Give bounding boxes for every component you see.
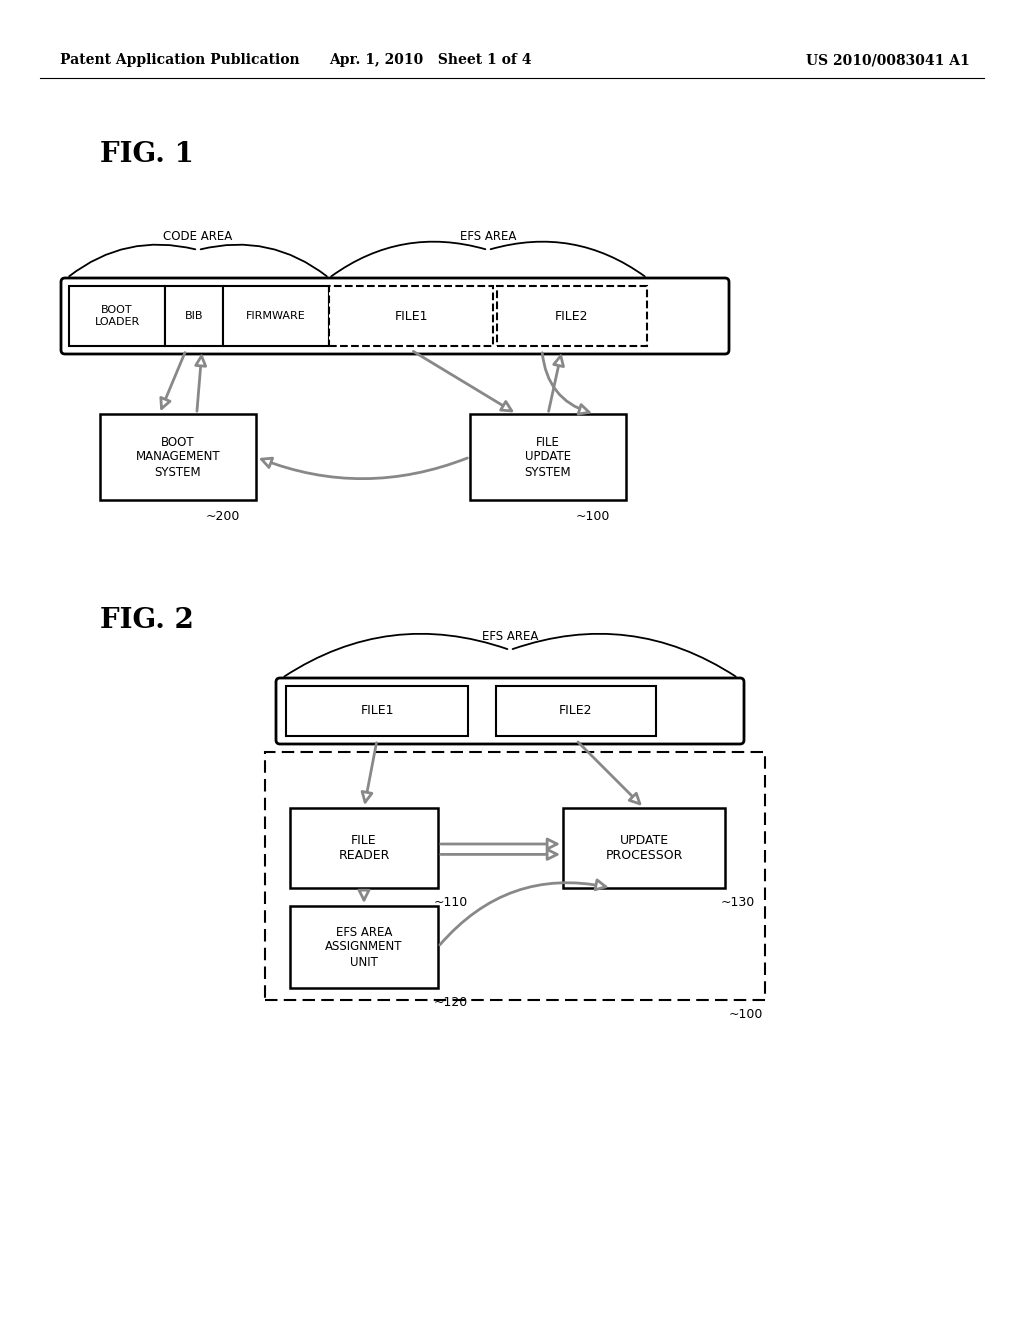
- Bar: [223, 286, 329, 346]
- Text: Patent Application Publication: Patent Application Publication: [60, 53, 300, 67]
- Bar: [69, 286, 165, 346]
- Text: FIG. 1: FIG. 1: [100, 141, 194, 169]
- Text: ~100: ~100: [729, 1007, 763, 1020]
- Text: BOOT
MANAGEMENT
SYSTEM: BOOT MANAGEMENT SYSTEM: [136, 436, 220, 479]
- Bar: [265, 752, 765, 1001]
- Bar: [290, 808, 438, 888]
- Bar: [563, 808, 725, 888]
- Text: ~200: ~200: [206, 510, 241, 523]
- Text: FILE
READER: FILE READER: [338, 834, 390, 862]
- Text: EFS AREA
ASSIGNMENT
UNIT: EFS AREA ASSIGNMENT UNIT: [326, 925, 402, 969]
- Text: BIB: BIB: [184, 312, 203, 321]
- Bar: [329, 286, 493, 346]
- Text: CODE AREA: CODE AREA: [164, 230, 232, 243]
- Text: FILE
UPDATE
SYSTEM: FILE UPDATE SYSTEM: [524, 436, 571, 479]
- Bar: [100, 414, 256, 500]
- FancyBboxPatch shape: [276, 678, 744, 744]
- Text: EFS AREA: EFS AREA: [482, 630, 539, 643]
- Text: ~100: ~100: [575, 510, 610, 523]
- Text: Apr. 1, 2010   Sheet 1 of 4: Apr. 1, 2010 Sheet 1 of 4: [329, 53, 531, 67]
- FancyBboxPatch shape: [61, 279, 729, 354]
- Text: FILE1: FILE1: [394, 309, 428, 322]
- Bar: [470, 414, 626, 500]
- Text: BOOT
LOADER: BOOT LOADER: [94, 305, 139, 327]
- Text: ~110: ~110: [434, 895, 468, 908]
- Bar: [496, 686, 656, 737]
- Bar: [290, 906, 438, 987]
- Bar: [165, 286, 223, 346]
- Text: UPDATE
PROCESSOR: UPDATE PROCESSOR: [605, 834, 683, 862]
- Text: ~130: ~130: [721, 895, 756, 908]
- Text: US 2010/0083041 A1: US 2010/0083041 A1: [806, 53, 970, 67]
- Text: FIRMWARE: FIRMWARE: [246, 312, 306, 321]
- Text: ~120: ~120: [434, 995, 468, 1008]
- Text: FILE2: FILE2: [559, 705, 593, 718]
- Bar: [286, 686, 468, 737]
- Text: FIG. 2: FIG. 2: [100, 606, 194, 634]
- Bar: [497, 286, 647, 346]
- Text: FILE2: FILE2: [555, 309, 589, 322]
- Text: EFS AREA: EFS AREA: [460, 230, 516, 243]
- Text: FILE1: FILE1: [360, 705, 394, 718]
